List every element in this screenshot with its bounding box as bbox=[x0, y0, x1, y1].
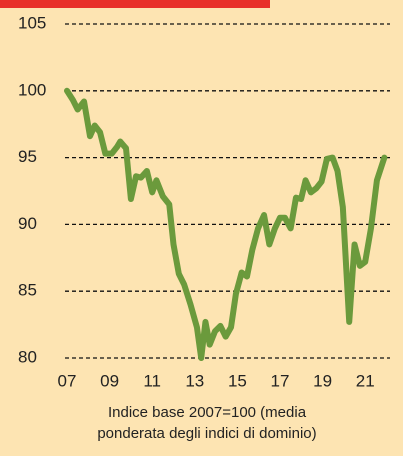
x-tick-label: 09 bbox=[100, 371, 119, 390]
caption: ponderata degli indici di dominio) bbox=[97, 425, 316, 442]
x-tick-label: 21 bbox=[356, 371, 375, 390]
y-tick-label: 80 bbox=[18, 347, 37, 366]
y-tick-label: 85 bbox=[18, 281, 37, 300]
y-tick-label: 105 bbox=[18, 13, 46, 32]
header-bar bbox=[0, 0, 270, 8]
x-tick-label: 19 bbox=[313, 371, 332, 390]
x-tick-label: 13 bbox=[185, 371, 204, 390]
y-tick-label: 100 bbox=[18, 80, 46, 99]
data-line bbox=[64, 87, 388, 361]
x-tick-label: 07 bbox=[58, 371, 77, 390]
y-tick-label: 95 bbox=[18, 147, 37, 166]
y-tick-label: 90 bbox=[18, 214, 37, 233]
x-tick-label: 17 bbox=[271, 371, 290, 390]
x-tick-label: 15 bbox=[228, 371, 247, 390]
x-tick-label: 11 bbox=[143, 371, 161, 390]
caption: Indice base 2007=100 (media bbox=[108, 404, 307, 421]
